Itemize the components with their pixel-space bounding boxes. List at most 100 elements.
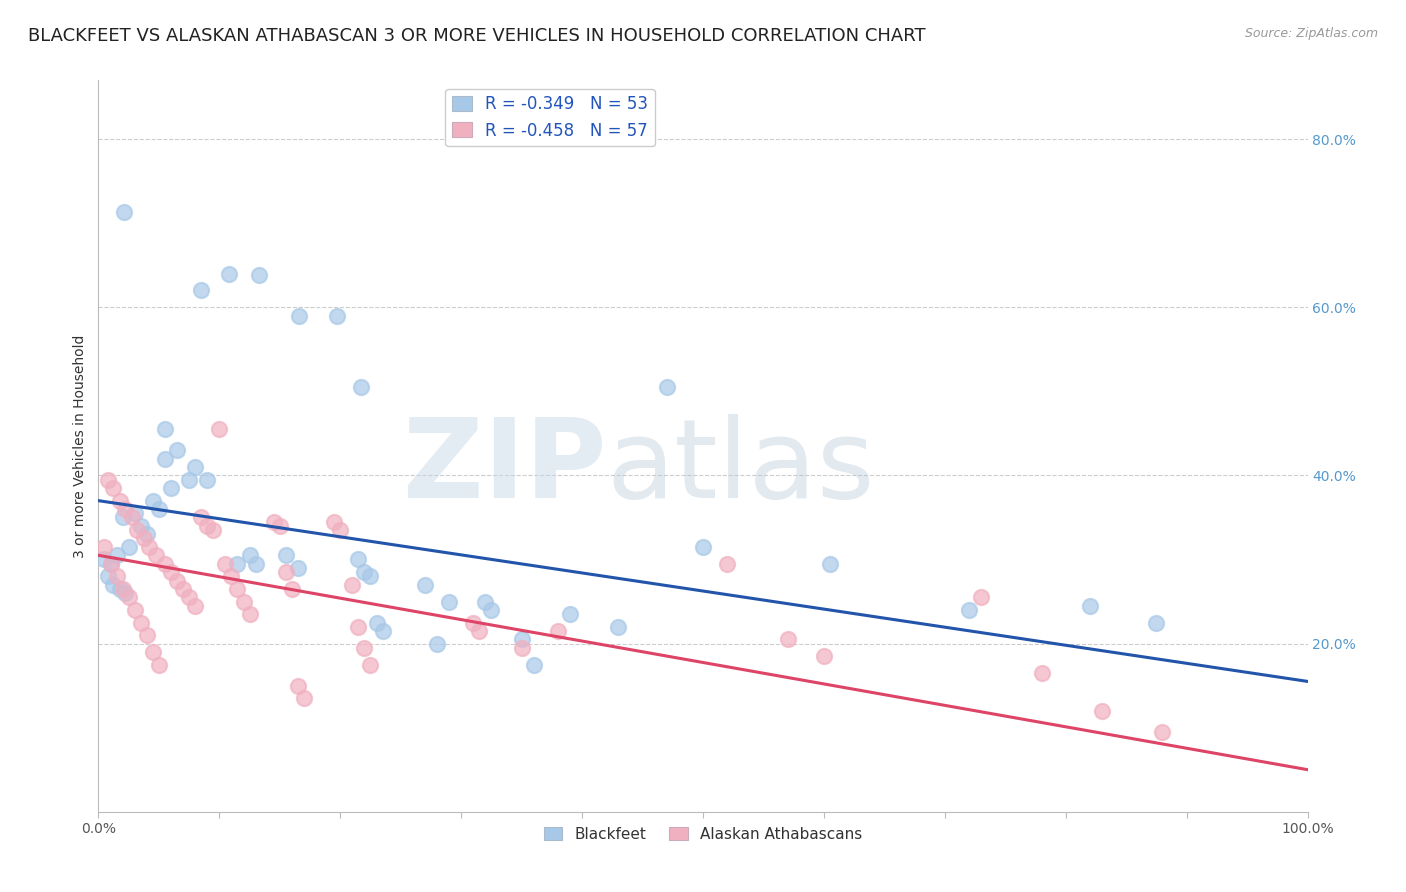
Point <box>813 649 835 664</box>
Point <box>366 615 388 630</box>
Point <box>247 268 270 283</box>
Point <box>468 624 491 638</box>
Point <box>142 645 165 659</box>
Point <box>510 640 533 655</box>
Point <box>97 569 120 583</box>
Point <box>474 594 496 608</box>
Point <box>481 603 503 617</box>
Point <box>179 473 201 487</box>
Point <box>127 523 149 537</box>
Point <box>1152 724 1174 739</box>
Point <box>101 481 124 495</box>
Point <box>353 565 375 579</box>
Point <box>108 493 131 508</box>
Point <box>160 481 183 495</box>
Point <box>607 620 630 634</box>
Point <box>124 506 146 520</box>
Point <box>93 540 115 554</box>
Point <box>232 594 254 608</box>
Point <box>371 624 394 638</box>
Point <box>818 557 841 571</box>
Point <box>129 519 152 533</box>
Text: BLACKFEET VS ALASKAN ATHABASCAN 3 OR MORE VEHICLES IN HOUSEHOLD CORRELATION CHAR: BLACKFEET VS ALASKAN ATHABASCAN 3 OR MOR… <box>28 27 925 45</box>
Point <box>121 510 143 524</box>
Point <box>190 284 212 298</box>
Point <box>347 552 370 566</box>
Point <box>437 594 460 608</box>
Point <box>716 557 738 571</box>
Point <box>323 515 346 529</box>
Point <box>202 523 225 537</box>
Point <box>195 473 218 487</box>
Point <box>239 607 262 622</box>
Point <box>558 607 581 622</box>
Point <box>124 603 146 617</box>
Point <box>148 502 170 516</box>
Point <box>692 540 714 554</box>
Point <box>153 557 176 571</box>
Point <box>274 549 297 563</box>
Point <box>160 565 183 579</box>
Point <box>153 451 176 466</box>
Point <box>195 519 218 533</box>
Point <box>426 636 449 650</box>
Point <box>111 510 134 524</box>
Point <box>353 640 375 655</box>
Point <box>97 473 120 487</box>
Point <box>1031 665 1053 680</box>
Point <box>226 557 249 571</box>
Point <box>184 599 207 613</box>
Point <box>114 586 136 600</box>
Point <box>221 569 243 583</box>
Point <box>245 557 267 571</box>
Point <box>208 422 231 436</box>
Point <box>970 591 993 605</box>
Point <box>135 628 157 642</box>
Y-axis label: 3 or more Vehicles in Household: 3 or more Vehicles in Household <box>73 334 87 558</box>
Point <box>329 523 352 537</box>
Point <box>172 582 194 596</box>
Point <box>360 657 382 672</box>
Point <box>350 380 373 394</box>
Point <box>118 540 141 554</box>
Point <box>129 615 152 630</box>
Point <box>463 615 485 630</box>
Point <box>108 582 131 596</box>
Point <box>118 591 141 605</box>
Point <box>135 527 157 541</box>
Point <box>166 574 188 588</box>
Point <box>179 591 201 605</box>
Point <box>1091 704 1114 718</box>
Point <box>957 603 980 617</box>
Point <box>93 552 115 566</box>
Point <box>100 557 122 571</box>
Point <box>287 679 309 693</box>
Point <box>153 422 176 436</box>
Point <box>105 549 128 563</box>
Point <box>239 549 262 563</box>
Point <box>292 691 315 706</box>
Point <box>214 557 236 571</box>
Point <box>138 540 160 554</box>
Point <box>105 569 128 583</box>
Point <box>263 515 285 529</box>
Point <box>218 267 240 281</box>
Point <box>776 632 799 647</box>
Point <box>101 578 124 592</box>
Point <box>288 309 311 323</box>
Text: ZIP: ZIP <box>404 415 606 522</box>
Point <box>342 578 364 592</box>
Point <box>112 205 135 219</box>
Point <box>523 657 546 672</box>
Point <box>325 309 347 323</box>
Point <box>190 510 212 524</box>
Point <box>1078 599 1101 613</box>
Point <box>510 632 533 647</box>
Point <box>111 582 134 596</box>
Point <box>287 561 309 575</box>
Point <box>166 443 188 458</box>
Point <box>134 532 156 546</box>
Point <box>1146 615 1168 630</box>
Point <box>347 620 370 634</box>
Point <box>655 380 678 394</box>
